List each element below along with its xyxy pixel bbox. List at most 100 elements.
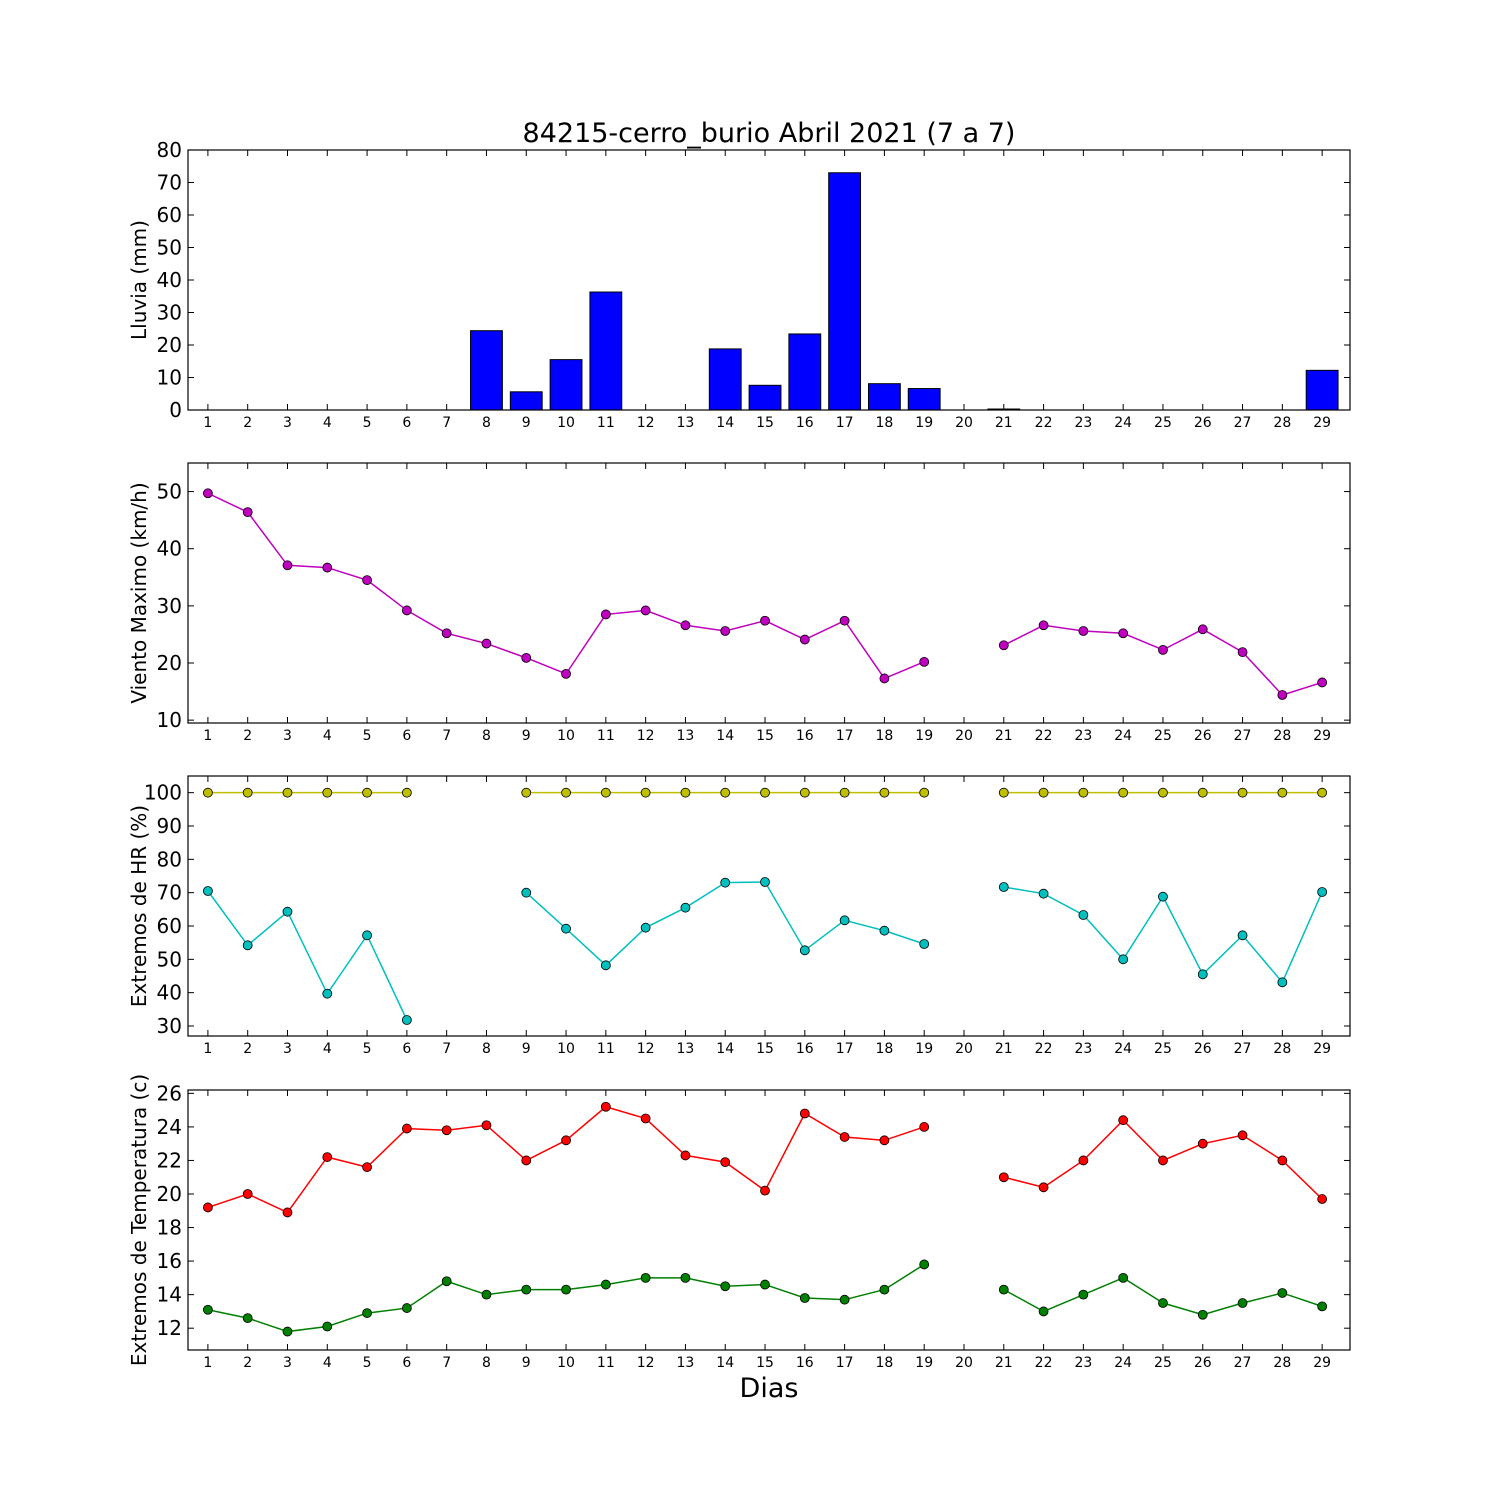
series-2-point-day-5 [362,930,372,941]
series-2-point-day-28 [1277,977,1288,988]
rain-bar-day-14 [708,348,742,411]
x-tick-label: 6 [402,415,411,431]
y-tick-label: 70 [157,171,182,195]
series-1-point-day-22 [1038,787,1049,798]
series-1-point-day-26 [1197,1138,1208,1149]
series-1-point-day-11 [600,1101,611,1112]
series-1-point-day-25 [1158,787,1168,798]
series-1-point-day-28 [1277,1155,1288,1166]
x-tick-label: 10 [557,1355,575,1371]
series-1-point-day-5 [362,1162,372,1173]
x-axis-label: Dias [740,1373,799,1404]
series-2-point-day-15 [760,1279,770,1290]
x-tick-label: 5 [363,1355,372,1371]
panel-frame [187,149,1351,411]
y-tick-label: 10 [157,366,182,390]
x-tick-label: 13 [677,728,695,744]
x-tick-label: 2 [243,1041,252,1057]
series-1-point-day-19 [919,656,930,667]
x-tick-label: 23 [1074,415,1092,431]
series-1-point-day-10 [561,787,571,798]
x-tick-label: 1 [203,1041,212,1057]
series-1-point-day-25 [1158,644,1168,655]
series-1-point-day-27 [1237,1130,1248,1141]
x-tick-label: 18 [875,728,893,744]
series-2-point-day-11 [600,960,611,971]
y-axis-label: Extremos de Temperatura (c) [127,1074,151,1366]
series-1-point-day-29 [1317,787,1328,798]
x-tick-label: 7 [442,1041,451,1057]
x-tick-label: 21 [995,728,1013,744]
y-tick-label: 40 [157,537,182,561]
y-tick-label: 60 [157,203,182,227]
y-tick-label: 30 [157,301,182,325]
y-tick-label: 22 [157,1148,182,1172]
x-tick-label: 24 [1114,728,1132,744]
series-1-point-day-13 [680,787,691,798]
series-1-point-day-29 [1317,1194,1328,1204]
series-2-point-day-27 [1237,1298,1248,1308]
series-2-point-day-4 [322,988,333,999]
series-1-point-day-2 [242,1189,253,1199]
x-tick-label: 22 [1035,1041,1053,1057]
x-tick-label: 12 [637,1041,655,1057]
x-tick-label: 29 [1313,1355,1331,1371]
x-tick-label: 18 [875,415,893,431]
x-tick-label: 25 [1154,415,1172,431]
series-1-point-day-18 [879,787,890,798]
series-2-point-day-3 [282,1326,293,1337]
x-tick-label: 15 [756,728,774,744]
series-1-point-day-19 [919,787,930,798]
series-2-point-day-19 [919,1259,930,1270]
x-tick-label: 7 [442,728,451,744]
x-tick-label: 17 [836,415,854,431]
series-2-point-day-25 [1158,891,1168,902]
series-2-point-day-27 [1237,930,1248,941]
y-tick-label: 30 [157,1014,182,1038]
x-tick-label: 10 [557,728,575,744]
x-tick-label: 9 [522,728,531,744]
series-2-point-day-10 [561,923,571,934]
series-2-point-day-26 [1197,969,1208,980]
series-2-point-day-16 [799,945,810,956]
x-tick-label: 16 [796,415,814,431]
x-tick-label: 15 [756,1041,774,1057]
x-tick-label: 1 [203,415,212,431]
x-tick-label: 26 [1194,728,1212,744]
x-tick-label: 29 [1313,1041,1331,1057]
series-1-point-day-16 [799,1108,810,1119]
panel-frame [187,775,1351,1037]
x-tick-label: 6 [402,728,411,744]
series-2-point-day-25 [1158,1298,1168,1308]
y-tick-label: 40 [157,981,182,1005]
series-2-point-day-4 [322,1321,333,1332]
series-1-point-day-6 [401,787,412,798]
series-1-point-day-1 [202,488,213,499]
series-1-point-day-9 [521,1155,532,1166]
x-tick-label: 3 [283,1355,292,1371]
x-tick-label: 27 [1234,1041,1252,1057]
y-tick-label: 50 [157,480,182,504]
series-1-point-day-24 [1118,1115,1129,1126]
x-tick-label: 17 [836,1041,854,1057]
series-2-point-day-10 [561,1284,571,1295]
series-1-point-day-12 [640,605,651,616]
series-2-point-day-23 [1078,1289,1089,1300]
x-tick-label: 29 [1313,415,1331,431]
series-1-point-day-15 [760,615,770,626]
series-2-point-day-14 [720,1281,731,1292]
y-tick-label: 40 [157,268,182,292]
x-tick-label: 2 [243,415,252,431]
x-tick-label: 3 [283,728,292,744]
x-tick-label: 8 [482,1355,491,1371]
y-axis-label: Viento Maximo (km/h) [127,482,151,703]
x-tick-label: 11 [597,1355,615,1371]
x-tick-label: 19 [915,1041,933,1057]
series-1-point-day-5 [362,575,372,586]
x-tick-label: 13 [677,415,695,431]
series-2-point-day-21 [998,882,1009,892]
x-tick-label: 14 [716,1041,734,1057]
series-2-point-day-9 [521,887,532,898]
